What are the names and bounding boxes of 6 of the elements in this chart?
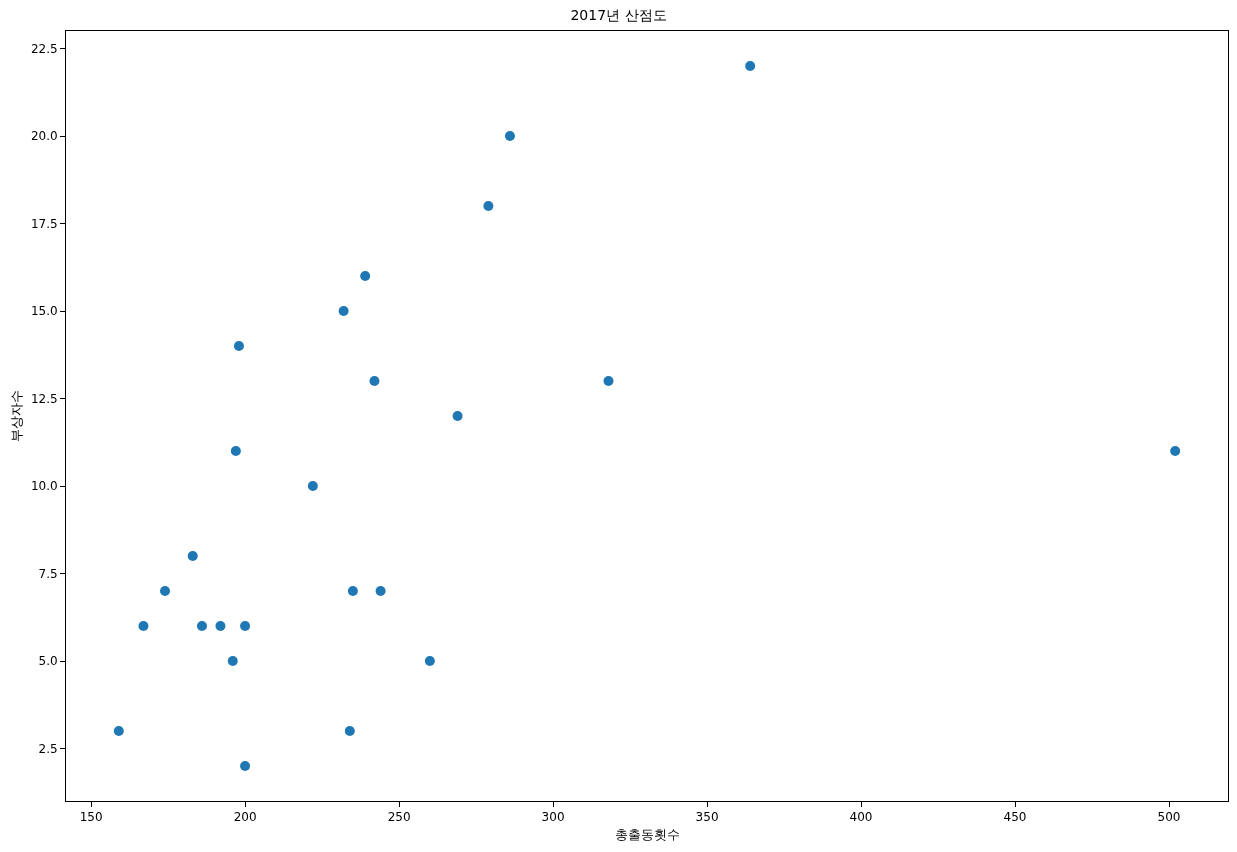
x-tick-label: 450 — [1003, 810, 1027, 825]
point — [745, 61, 756, 71]
x-tick-label: 400 — [849, 810, 873, 825]
x-tick-label: 500 — [1157, 810, 1181, 825]
point — [1170, 446, 1181, 456]
x-tick-label: 350 — [695, 810, 719, 825]
